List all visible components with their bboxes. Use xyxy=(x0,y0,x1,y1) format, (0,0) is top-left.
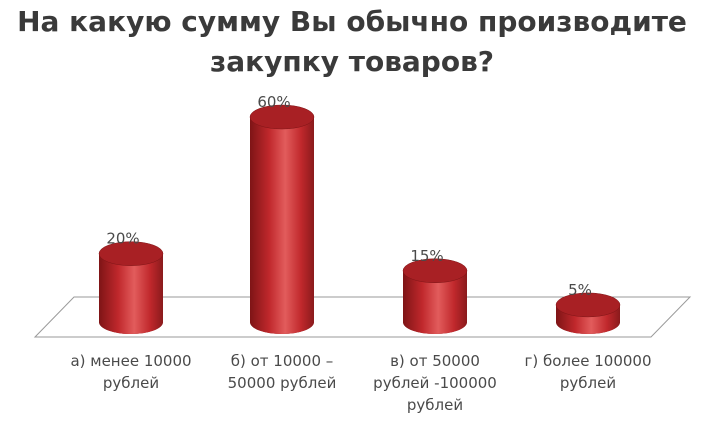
x-tick-label-d: г) более 100000 рублей xyxy=(524,352,652,392)
bar-a-top xyxy=(98,241,164,266)
data-label-d: 5% xyxy=(568,281,592,299)
bar-d: 5% xyxy=(555,281,621,334)
bar-a-body xyxy=(99,253,163,334)
chart-title-line-1: На какую сумму Вы обычно производите xyxy=(17,5,687,38)
x-tick-label-c: в) от 50000 рублей -100000 рублей xyxy=(373,352,497,414)
bar-a: 20% xyxy=(98,230,164,334)
bar-c: 15% xyxy=(402,247,468,334)
bar-b: 60% xyxy=(249,93,315,334)
chart-floor xyxy=(33,296,692,338)
chart-title: На какую сумму Вы обычно производите зак… xyxy=(0,2,704,82)
bar-c-top xyxy=(402,258,468,283)
bar-b-body xyxy=(250,117,314,334)
data-label-c: 15% xyxy=(410,247,443,265)
chart-title-line-2: закупку товаров? xyxy=(209,45,495,78)
data-label-a: 20% xyxy=(106,230,139,248)
x-tick-label-b: б) от 10000 – 50000 рублей xyxy=(227,352,337,392)
bar-b-top xyxy=(249,104,315,130)
bar-c-body xyxy=(403,270,467,334)
x-tick-label-a: а) менее 10000 рублей xyxy=(70,352,192,392)
bar-d-top xyxy=(555,292,621,318)
data-label-b: 60% xyxy=(257,93,290,111)
